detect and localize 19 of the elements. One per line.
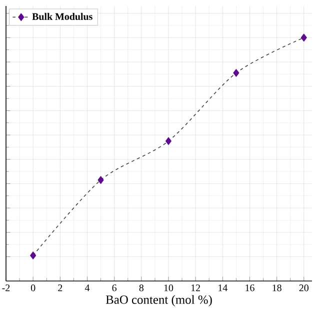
x-axis-title: BaO content (mol %) (106, 295, 212, 306)
x-tick-label: 16 (246, 284, 254, 292)
x-tick-label: 8 (139, 284, 144, 292)
point (30, 252, 36, 260)
point (300, 34, 307, 42)
x-tick-label: 14 (218, 284, 228, 292)
x-tick-label: 6 (112, 284, 117, 292)
x-tick-label: 4 (84, 284, 90, 292)
legend-label: Bulk Modulus (32, 12, 92, 20)
x-tick-label: 18 (272, 284, 282, 292)
x-tick-label: 12 (191, 284, 200, 292)
x-tick-label: -2 (2, 284, 10, 292)
x-tick-label: 0 (30, 284, 36, 292)
x-tick-label: 2 (58, 284, 62, 292)
x-tick-label: 20 (299, 284, 308, 292)
point (165, 137, 172, 145)
x-tick-label: 10 (164, 284, 174, 292)
point (98, 176, 104, 184)
point (233, 69, 240, 77)
